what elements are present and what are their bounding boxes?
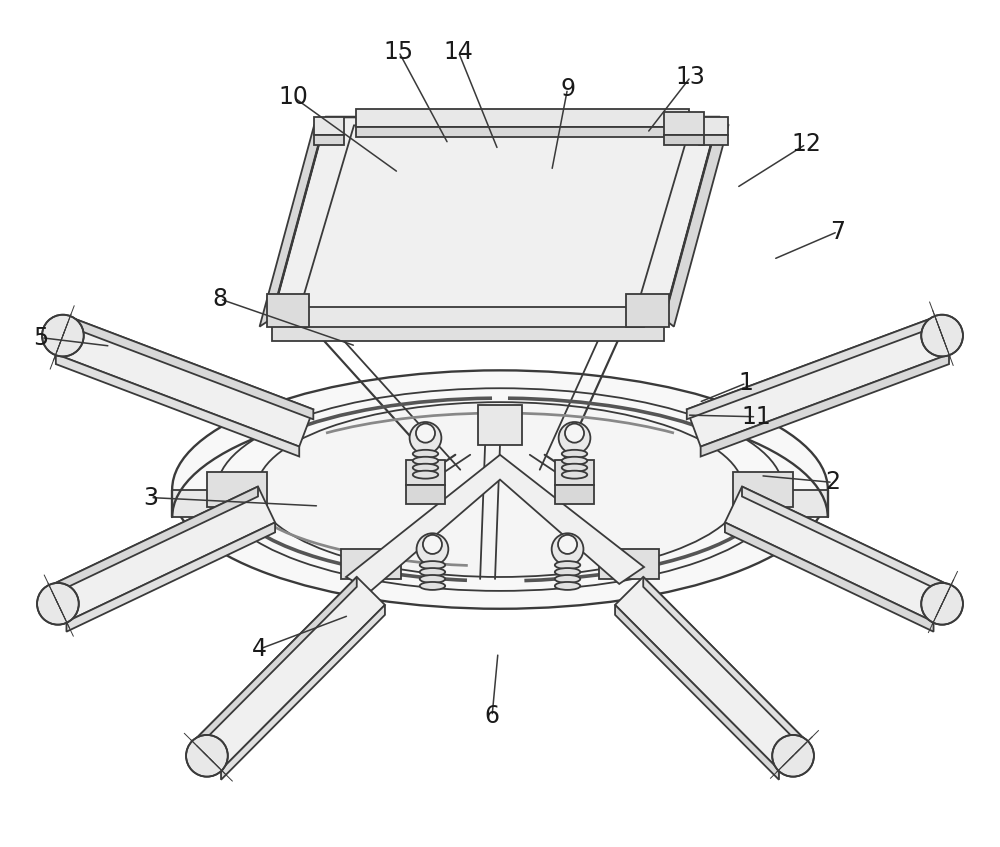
Polygon shape	[207, 472, 267, 507]
Text: 14: 14	[443, 40, 473, 64]
Circle shape	[558, 534, 577, 554]
Ellipse shape	[413, 464, 438, 472]
Polygon shape	[49, 486, 275, 622]
Polygon shape	[56, 317, 313, 446]
Ellipse shape	[257, 402, 743, 577]
Polygon shape	[699, 135, 728, 145]
Ellipse shape	[413, 457, 438, 465]
Text: 7: 7	[830, 219, 845, 244]
Text: 5: 5	[33, 326, 49, 350]
Polygon shape	[599, 549, 659, 579]
Polygon shape	[260, 117, 326, 327]
Polygon shape	[341, 549, 401, 579]
Polygon shape	[555, 460, 594, 484]
Ellipse shape	[555, 575, 580, 583]
Text: 6: 6	[485, 705, 500, 728]
Polygon shape	[66, 523, 275, 632]
Polygon shape	[699, 117, 728, 135]
Polygon shape	[687, 317, 949, 446]
Circle shape	[559, 422, 590, 454]
Text: 12: 12	[791, 132, 821, 156]
Polygon shape	[701, 354, 949, 457]
Text: 9: 9	[560, 76, 575, 101]
Polygon shape	[626, 294, 669, 327]
Text: 10: 10	[278, 85, 308, 109]
Polygon shape	[56, 354, 299, 457]
Text: 15: 15	[384, 40, 414, 64]
Circle shape	[42, 315, 84, 357]
Text: 3: 3	[143, 485, 158, 510]
Polygon shape	[267, 294, 309, 327]
Circle shape	[921, 315, 963, 357]
Polygon shape	[555, 484, 594, 505]
Circle shape	[552, 534, 583, 565]
Polygon shape	[172, 490, 828, 518]
Polygon shape	[314, 117, 344, 135]
Polygon shape	[664, 112, 704, 135]
Ellipse shape	[562, 464, 587, 472]
Polygon shape	[615, 605, 779, 780]
Polygon shape	[49, 486, 258, 595]
Ellipse shape	[172, 370, 828, 609]
Text: 4: 4	[252, 637, 267, 661]
Circle shape	[37, 583, 79, 625]
Polygon shape	[193, 577, 385, 770]
Polygon shape	[742, 486, 951, 595]
Ellipse shape	[413, 450, 438, 457]
Ellipse shape	[413, 471, 438, 479]
Ellipse shape	[555, 568, 580, 576]
Ellipse shape	[562, 457, 587, 465]
Ellipse shape	[555, 582, 580, 590]
Polygon shape	[291, 307, 644, 327]
Polygon shape	[725, 486, 951, 622]
Circle shape	[772, 735, 814, 777]
Polygon shape	[346, 455, 644, 591]
Polygon shape	[314, 135, 344, 145]
Polygon shape	[272, 117, 719, 318]
Ellipse shape	[217, 388, 783, 591]
Polygon shape	[356, 109, 689, 127]
Ellipse shape	[562, 471, 587, 479]
Polygon shape	[356, 127, 689, 137]
Polygon shape	[406, 484, 445, 505]
Polygon shape	[733, 472, 793, 507]
Circle shape	[417, 534, 448, 565]
Text: 1: 1	[739, 371, 754, 395]
Polygon shape	[193, 577, 357, 752]
Ellipse shape	[562, 450, 587, 457]
Circle shape	[410, 422, 441, 454]
Text: 11: 11	[741, 405, 771, 429]
Ellipse shape	[555, 561, 580, 569]
Polygon shape	[687, 317, 935, 419]
Polygon shape	[643, 577, 807, 752]
Text: 8: 8	[212, 287, 227, 311]
Circle shape	[186, 735, 228, 777]
Polygon shape	[725, 523, 934, 632]
Ellipse shape	[420, 568, 445, 576]
Polygon shape	[664, 117, 728, 327]
Text: 13: 13	[676, 65, 706, 89]
Circle shape	[921, 583, 963, 625]
Circle shape	[565, 424, 584, 443]
Polygon shape	[664, 135, 704, 145]
Polygon shape	[406, 460, 445, 484]
Circle shape	[416, 424, 435, 443]
Polygon shape	[70, 317, 313, 419]
Text: 2: 2	[825, 470, 840, 495]
Ellipse shape	[420, 561, 445, 569]
Polygon shape	[221, 605, 385, 780]
Polygon shape	[272, 318, 664, 340]
Polygon shape	[478, 405, 522, 445]
Circle shape	[423, 534, 442, 554]
Ellipse shape	[420, 582, 445, 590]
Ellipse shape	[420, 575, 445, 583]
Polygon shape	[615, 577, 807, 770]
